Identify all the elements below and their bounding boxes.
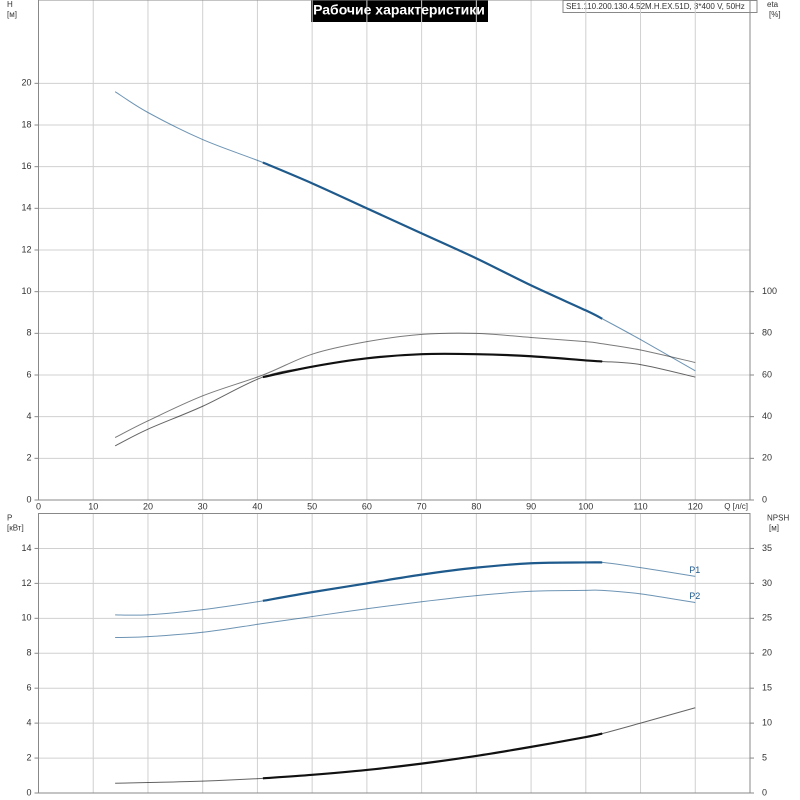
y2-tick-label: 60 (762, 369, 772, 379)
y-tick-label: 14 (21, 203, 31, 213)
plot-frame (38, 513, 751, 794)
series-label: P1 (689, 565, 700, 575)
series-operating-range (262, 561, 603, 602)
y-tick-label: 8 (26, 648, 31, 658)
y-tick-label: 4 (26, 411, 31, 421)
y2-tick-label: 35 (762, 543, 772, 553)
y2-tick-label: 5 (762, 752, 767, 762)
series-line (115, 589, 696, 639)
y-tick-label: 4 (26, 718, 31, 728)
x-axis-label: Q [л/с] (724, 502, 748, 511)
y-tick-label: 2 (26, 453, 31, 463)
x-tick-label: 70 (417, 501, 427, 511)
y-axis-label: P (7, 514, 12, 523)
y2-tick-label: 20 (762, 453, 772, 463)
y-tick-label: 2 (26, 752, 31, 762)
y2-tick-label: 80 (762, 328, 772, 338)
chart-title: Рабочие характеристики (313, 2, 485, 18)
title-box (311, 0, 488, 22)
x-tick-label: 10 (88, 501, 98, 511)
x-tick-label: 60 (362, 501, 372, 511)
x-tick-label: 100 (578, 501, 593, 511)
y2-axis-unit: [м] (769, 524, 779, 533)
series-operating-range (262, 732, 603, 780)
series-operating-range (262, 352, 603, 379)
x-tick-label: 110 (633, 501, 647, 511)
y-tick-label: 0 (26, 494, 31, 504)
x-tick-label: 20 (143, 501, 153, 511)
y-tick-label: 12 (21, 578, 31, 588)
y-tick-label: 0 (26, 787, 31, 797)
x-tick-label: 0 (36, 501, 41, 511)
x-tick-label: 40 (252, 501, 262, 511)
plot-frame (38, 0, 751, 501)
y-tick-label: 6 (26, 683, 31, 693)
x-tick-label: 90 (526, 501, 536, 511)
y-tick-label: 18 (21, 119, 31, 129)
y-tick-label: 10 (21, 286, 31, 296)
y-tick-label: 8 (26, 328, 31, 338)
y-tick-label: 20 (21, 78, 31, 88)
y2-tick-label: 40 (762, 411, 772, 421)
y2-tick-label: 10 (762, 718, 772, 728)
series-line (114, 332, 696, 438)
y-tick-label: 14 (21, 543, 31, 553)
y2-tick-label: 100 (762, 286, 777, 296)
y-axis-unit: [м] (7, 10, 17, 19)
y2-tick-label: 0 (762, 494, 767, 504)
y-tick-label: 12 (21, 244, 31, 254)
y2-tick-label: 0 (762, 787, 767, 797)
y2-tick-label: 15 (762, 683, 772, 693)
y2-axis-unit: [%] (769, 10, 781, 19)
x-tick-label: 120 (688, 501, 703, 511)
y2-tick-label: 30 (762, 578, 772, 588)
x-tick-label: 30 (198, 501, 208, 511)
y-tick-label: 16 (21, 161, 31, 171)
y-axis-unit: [кВт] (7, 524, 24, 533)
y-tick-label: 10 (21, 613, 31, 623)
y-tick-label: 6 (26, 369, 31, 379)
series-operating-range (262, 161, 603, 320)
y2-tick-label: 20 (762, 648, 772, 658)
model-label: SE1.110.200.130.4.52M.H.EX.51D, 3*400 V,… (566, 2, 745, 11)
y2-tick-label: 25 (762, 613, 772, 623)
y-axis-label: H (7, 0, 13, 9)
series-label: P2 (689, 591, 700, 601)
y2-axis-label: eta (767, 0, 779, 9)
x-tick-label: 50 (307, 501, 317, 511)
y2-axis-label: NPSH (767, 514, 789, 523)
x-tick-label: 80 (471, 501, 481, 511)
